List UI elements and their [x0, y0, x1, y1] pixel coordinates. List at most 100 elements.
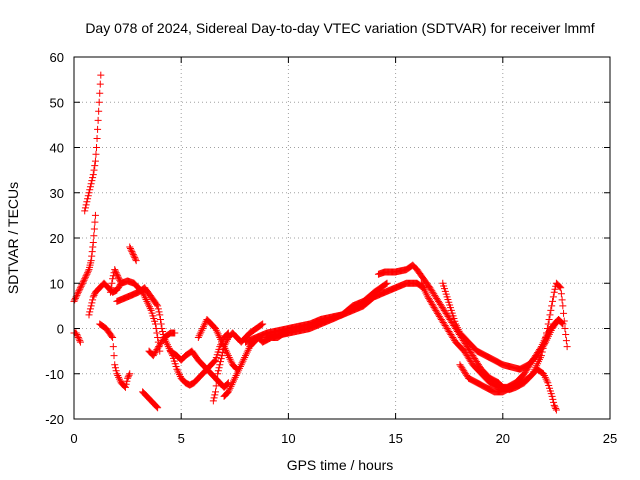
data-point [236, 363, 244, 371]
data-point [86, 305, 94, 313]
data-point [557, 318, 565, 326]
data-point [156, 341, 164, 349]
data-point [218, 352, 226, 360]
data-point [199, 323, 207, 331]
data-point [156, 315, 164, 323]
data-point [552, 406, 560, 414]
data-point [71, 296, 79, 304]
data-point [78, 281, 86, 289]
data-point [97, 71, 105, 79]
y-tick-label: 30 [50, 186, 64, 201]
data-point [113, 270, 121, 278]
data-point [153, 346, 161, 354]
data-point [213, 376, 221, 384]
x-tick-label: 25 [603, 431, 617, 446]
data-point [199, 325, 207, 332]
data-point [158, 325, 166, 332]
data-point [94, 116, 102, 124]
data-point [431, 305, 439, 313]
data-point [224, 388, 232, 396]
data-point [88, 248, 96, 256]
x-tick-labels: 0 5 10 15 20 25 [70, 431, 617, 446]
data-point [76, 284, 84, 292]
data-point [91, 157, 99, 165]
data-point [153, 403, 161, 411]
data-point [219, 346, 227, 354]
data-point [175, 369, 183, 377]
data-point [111, 267, 119, 275]
data-point [433, 308, 441, 316]
data-point [81, 204, 89, 212]
data-point [125, 371, 133, 379]
data-point [212, 326, 220, 334]
data-point [81, 273, 89, 281]
data-point [131, 254, 139, 262]
data-point [224, 350, 232, 358]
grid-lines [74, 57, 610, 419]
data-point [557, 284, 565, 292]
data-point [559, 320, 567, 328]
data-point [225, 386, 233, 394]
data-point [79, 278, 87, 286]
series-trace-11 [166, 347, 232, 391]
data-point [144, 299, 152, 307]
data-point [87, 302, 95, 310]
data-point [74, 332, 82, 340]
data-point [236, 364, 244, 372]
data-point [557, 290, 565, 298]
data-point [86, 308, 94, 316]
data-point [111, 361, 119, 369]
data-point [382, 280, 390, 288]
data-point [145, 301, 153, 309]
data-point [228, 381, 236, 389]
data-point [114, 372, 122, 380]
data-point [143, 297, 151, 305]
data-point [126, 370, 134, 378]
series-trace-10 [145, 329, 179, 360]
data-point [75, 287, 83, 295]
y-axis-label: SDTVAR / TECUs [5, 182, 21, 294]
data-point [432, 306, 440, 314]
data-point [124, 374, 132, 382]
data-point [126, 245, 134, 253]
data-point [244, 346, 252, 354]
data-point [214, 367, 222, 375]
data-point [80, 276, 88, 284]
data-point [540, 372, 548, 380]
data-point [128, 248, 136, 256]
y-tick-label: 50 [50, 95, 64, 110]
y-tick-label: 40 [50, 141, 64, 156]
data-point [115, 373, 123, 381]
data-point [152, 402, 160, 410]
data-point [544, 320, 552, 328]
data-point [424, 293, 432, 301]
data-point [141, 294, 149, 302]
data-point [115, 375, 123, 383]
data-point [214, 370, 222, 378]
data-point [171, 329, 179, 337]
data-point [130, 252, 138, 260]
data-point [197, 328, 205, 336]
data-point [213, 328, 221, 336]
data-point [239, 357, 247, 365]
data-point [83, 198, 91, 206]
data-point [73, 331, 81, 339]
data-point [151, 349, 159, 357]
data-point [229, 379, 237, 387]
data-point [563, 343, 571, 351]
data-point [82, 201, 90, 209]
chart-title: Day 078 of 2024, Sidereal Day-to-day VTE… [85, 20, 594, 36]
series-trace-6 [96, 320, 134, 391]
data-point [551, 285, 559, 293]
data-point [90, 225, 98, 233]
data-point [93, 144, 101, 151]
data-point [540, 370, 548, 378]
data-point [157, 320, 165, 328]
data-point [71, 294, 79, 302]
data-point [81, 275, 89, 283]
data-point [74, 290, 82, 298]
data-point [217, 358, 225, 366]
data-point [84, 195, 92, 203]
data-point [549, 297, 557, 305]
data-point [549, 293, 557, 301]
